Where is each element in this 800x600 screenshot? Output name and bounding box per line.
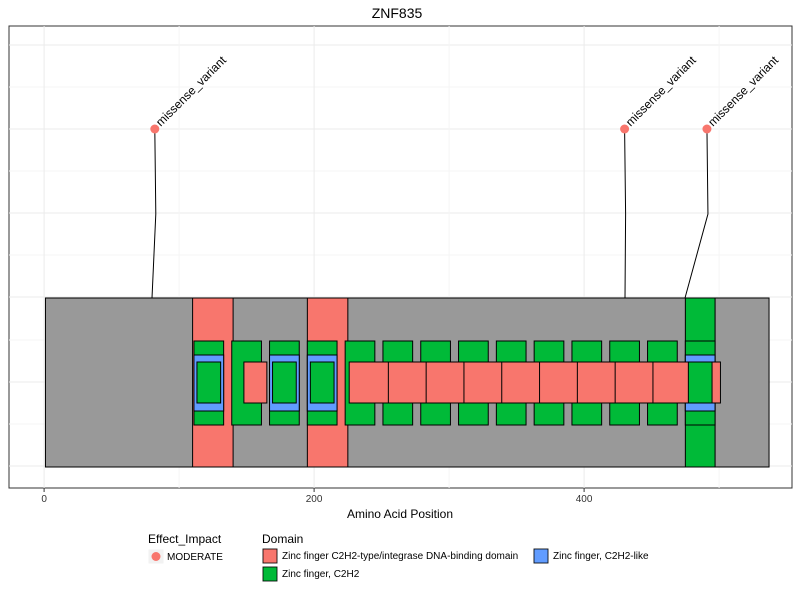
legend-label-domain: Zinc finger, C2H2-like [553,551,649,562]
chart-title: ZNF835 [372,5,423,21]
domain-c2h2-inner [272,361,297,404]
x-axis: 0 200 400 [41,488,593,505]
legend-label-domain: Zinc finger C2H2-type/integrase DNA-bind… [282,551,518,562]
variant-point [702,124,712,134]
legend-key-point [151,552,161,561]
variant-point [620,124,630,134]
x-tick-label: 200 [306,494,323,505]
legend-key-swatch [533,548,549,564]
legend-key-swatch [262,548,278,564]
domain-c2h2_integrase [243,361,268,404]
variant-stem [624,128,627,299]
x-axis-label: Amino Acid Position [347,507,453,521]
legend-label-impact: MODERATE [167,552,223,563]
domain-c2h2-inner [196,361,222,404]
legend: Effect_Impact MODERATE Domain Zinc finger C… [147,532,649,582]
domain-c2h2-inner [687,361,713,404]
x-tick-label: 400 [576,494,593,505]
variant-stem [684,128,709,299]
plot-panel: missense_variant missense_variant missense… [8,25,793,489]
legend-title-domain: Domain [262,532,303,546]
legend-label-domain: Zinc finger, C2H2 [282,569,360,580]
variant-stem [151,128,157,299]
legend-key-swatch [262,566,278,582]
x-tick-label: 0 [41,494,47,505]
domain-c2h2-inner [309,361,335,404]
variant-point [150,124,160,134]
legend-title-impact: Effect_Impact [148,532,222,546]
